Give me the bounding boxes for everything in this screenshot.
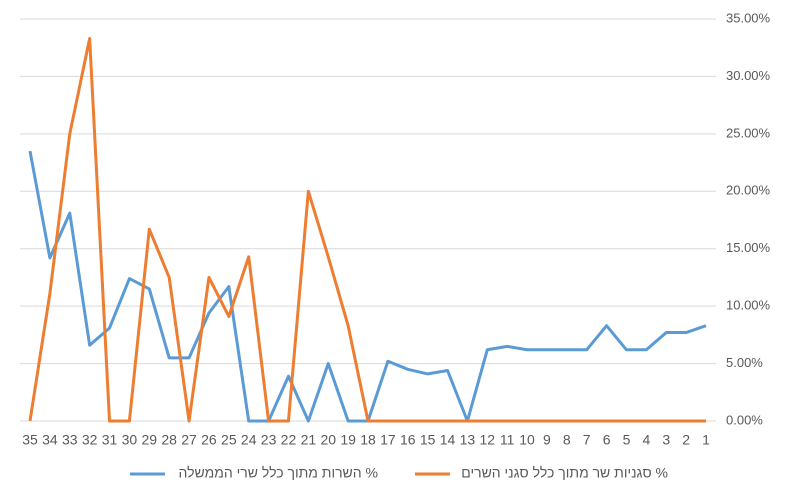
x-tick-label: 15 bbox=[420, 432, 436, 448]
x-tick-label: 10 bbox=[519, 432, 535, 448]
x-tick-label: 31 bbox=[102, 432, 118, 448]
x-tick-label: 17 bbox=[380, 432, 396, 448]
x-tick-label: 16 bbox=[400, 432, 416, 448]
x-tick-label: 23 bbox=[261, 432, 277, 448]
x-tick-label: 3 bbox=[662, 432, 670, 448]
y-tick-label: 5.00% bbox=[726, 355, 763, 370]
x-tick-label: 30 bbox=[122, 432, 138, 448]
x-tick-label: 32 bbox=[82, 432, 98, 448]
x-tick-label: 8 bbox=[563, 432, 571, 448]
legend-label: % סגניות שר מתוך כלל סגני השרים bbox=[461, 465, 668, 481]
x-tick-label: 35 bbox=[22, 432, 38, 448]
x-tick-label: 9 bbox=[543, 432, 551, 448]
y-tick-label: 25.00% bbox=[726, 125, 771, 140]
x-tick-label: 28 bbox=[161, 432, 177, 448]
x-tick-label: 26 bbox=[201, 432, 217, 448]
x-tick-label: 21 bbox=[301, 432, 317, 448]
x-tick-label: 13 bbox=[460, 432, 476, 448]
x-tick-label: 1 bbox=[702, 432, 710, 448]
x-tick-label: 29 bbox=[142, 432, 158, 448]
x-tick-label: 33 bbox=[62, 432, 78, 448]
x-tick-label: 14 bbox=[440, 432, 456, 448]
y-tick-label: 0.00% bbox=[726, 412, 763, 427]
y-tick-label: 15.00% bbox=[726, 240, 771, 255]
x-tick-label: 5 bbox=[623, 432, 631, 448]
x-tick-label: 2 bbox=[682, 432, 690, 448]
x-tick-label: 7 bbox=[583, 432, 591, 448]
legend-label: % השרות מתוך כלל שרי הממשלה bbox=[179, 465, 379, 481]
x-tick-label: 34 bbox=[42, 432, 58, 448]
series-line bbox=[28, 37, 706, 423]
y-tick-label: 20.00% bbox=[726, 183, 771, 198]
x-tick-label: 22 bbox=[281, 432, 297, 448]
x-tick-label: 19 bbox=[340, 432, 356, 448]
y-tick-label: 10.00% bbox=[726, 298, 771, 313]
x-tick-label: 27 bbox=[181, 432, 197, 448]
x-tick-label: 12 bbox=[480, 432, 496, 448]
x-tick-label: 4 bbox=[642, 432, 650, 448]
x-tick-label: 24 bbox=[241, 432, 257, 448]
x-tick-label: 6 bbox=[603, 432, 611, 448]
x-tick-label: 20 bbox=[320, 432, 336, 448]
y-tick-label: 35.00% bbox=[726, 10, 771, 25]
x-tick-label: 11 bbox=[500, 432, 515, 448]
y-tick-label: 30.00% bbox=[726, 68, 771, 83]
x-tick-label: 18 bbox=[360, 432, 376, 448]
x-tick-label: 25 bbox=[221, 432, 237, 448]
